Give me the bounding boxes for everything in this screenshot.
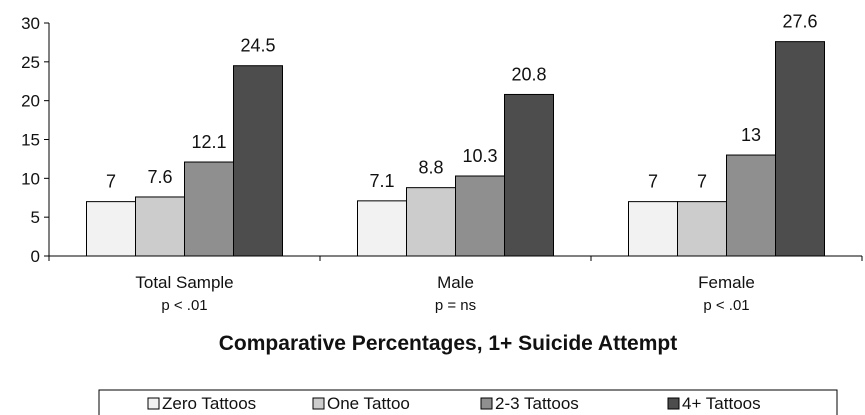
- data-label: 7: [697, 172, 707, 192]
- legend-swatch: [147, 397, 160, 410]
- legend-label: 4+ Tattoos: [682, 394, 761, 413]
- legend-swatch: [480, 397, 493, 410]
- bar-one-tattoo: [406, 187, 456, 257]
- bar-one-tattoo: [135, 196, 185, 257]
- y-tick-label: 20: [21, 92, 40, 111]
- data-label: 27.6: [782, 12, 817, 32]
- y-tick-label: 5: [31, 208, 40, 227]
- bar-2-3-tattoos: [184, 161, 234, 257]
- bar-zero-tattoos: [86, 201, 136, 257]
- y-tick-label: 30: [21, 14, 40, 33]
- data-label: 7.6: [147, 167, 172, 187]
- y-tick-label: 0: [31, 247, 40, 266]
- data-label: 24.5: [240, 36, 275, 56]
- legend: Zero Tattoos One Tattoo 2-3 Tattoos 4+ Tatt…: [98, 389, 838, 415]
- data-label: 20.8: [511, 64, 546, 84]
- bar-4-tattoos: [504, 93, 554, 257]
- data-label: 13: [741, 125, 761, 145]
- bar-2-3-tattoos: [455, 175, 505, 257]
- category-label: Male: [437, 273, 474, 292]
- legend-label: 2-3 Tattoos: [495, 394, 579, 413]
- bar-one-tattoo: [677, 201, 727, 257]
- bar-4-tattoos: [233, 65, 283, 257]
- category-label: Female: [698, 273, 755, 292]
- data-label: 12.1: [191, 132, 226, 152]
- bar-4-tattoos: [775, 41, 825, 257]
- legend-box: [98, 389, 838, 415]
- bar-zero-tattoos: [357, 200, 407, 257]
- legend-label: One Tattoo: [327, 394, 410, 413]
- data-label: 8.8: [418, 158, 443, 178]
- p-value-label: p < .01: [161, 297, 207, 314]
- y-axis: 0 5 10 15 20 25 30: [21, 14, 50, 266]
- p-value-label: p < .01: [703, 297, 749, 314]
- p-value-label: p = ns: [435, 297, 476, 314]
- x-axis: [48, 255, 863, 261]
- legend-label: Zero Tattoos: [162, 394, 256, 413]
- bars: [86, 41, 825, 257]
- category-labels: Total Sample p < .01 Male p = ns Female p < .…: [135, 273, 754, 314]
- legend-swatch: [312, 397, 325, 410]
- data-label: 10.3: [462, 146, 497, 166]
- data-labels: 7 7.6 12.1 24.5 7.1 8.8 10.3 20.8 7 7 13 27.6: [106, 12, 818, 192]
- data-label: 7: [648, 172, 658, 192]
- bar-zero-tattoos: [628, 201, 678, 257]
- category-label: Total Sample: [135, 273, 233, 292]
- y-tick-label: 15: [21, 131, 40, 150]
- y-tick-label: 25: [21, 53, 40, 72]
- data-label: 7: [106, 172, 116, 192]
- bar-2-3-tattoos: [726, 154, 776, 257]
- chart-title: Comparative Percentages, 1+ Suicide Atte…: [219, 332, 677, 355]
- data-label: 7.1: [369, 171, 394, 191]
- legend-swatch: [667, 397, 680, 410]
- y-tick-label: 10: [21, 169, 40, 188]
